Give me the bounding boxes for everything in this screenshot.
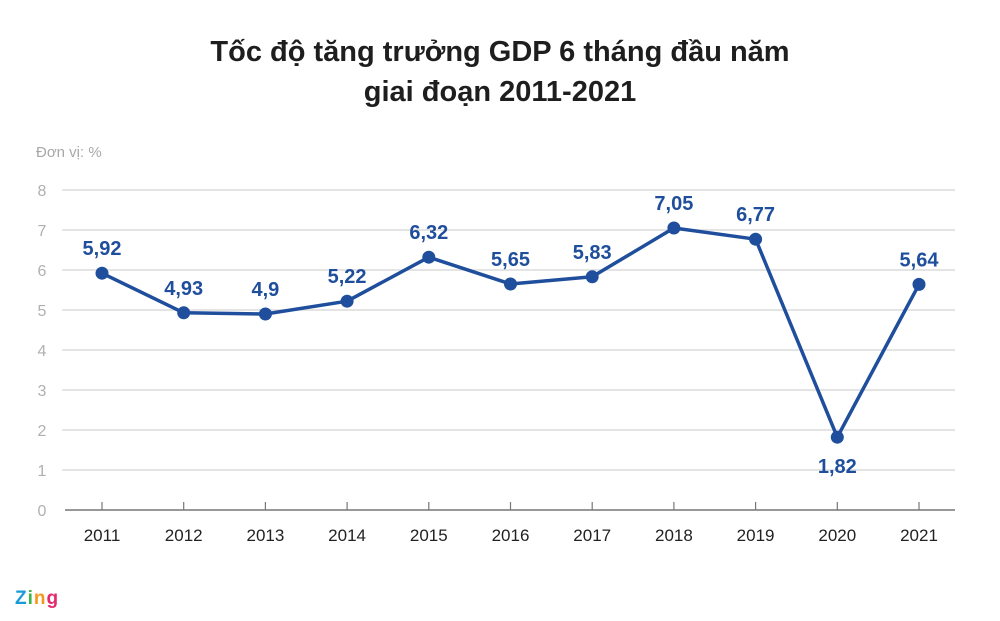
data-point bbox=[912, 277, 926, 291]
data-label: 5,64 bbox=[900, 249, 940, 271]
y-tick-label: 1 bbox=[38, 463, 47, 480]
data-label: 5,22 bbox=[328, 266, 367, 288]
y-tick-label: 0 bbox=[38, 503, 47, 520]
unit-label: Đơn vị: % bbox=[36, 144, 102, 161]
data-label: 5,83 bbox=[573, 242, 612, 264]
x-tick-label: 2018 bbox=[655, 526, 693, 545]
y-tick-label: 3 bbox=[38, 383, 47, 400]
x-tick-label: 2013 bbox=[246, 526, 284, 545]
data-point bbox=[177, 306, 191, 320]
data-point bbox=[422, 250, 436, 264]
x-tick-label: 2014 bbox=[328, 526, 366, 545]
zing-logo: Zing bbox=[15, 588, 59, 610]
x-tick-label: 2016 bbox=[492, 526, 530, 545]
data-label: 5,92 bbox=[83, 238, 122, 260]
title-line-2: giai đoạn 2011-2021 bbox=[363, 76, 637, 108]
data-point bbox=[504, 277, 517, 291]
data-point bbox=[749, 232, 763, 246]
y-tick-label: 7 bbox=[38, 223, 47, 240]
x-tick-label: 2011 bbox=[84, 526, 121, 545]
logo-letter: g bbox=[46, 588, 60, 609]
data-point bbox=[830, 430, 844, 444]
data-label: 6,77 bbox=[736, 204, 775, 226]
data-label: 7,05 bbox=[654, 193, 693, 215]
data-label: 1,82 bbox=[818, 456, 857, 478]
data-label: 6,32 bbox=[409, 222, 448, 244]
logo-letter: n bbox=[33, 588, 47, 609]
title-line-1: Tốc độ tăng trưởng GDP 6 tháng đầu năm bbox=[210, 36, 790, 68]
data-label: 4,93 bbox=[164, 278, 203, 300]
data-point bbox=[585, 270, 599, 284]
data-point bbox=[340, 294, 354, 308]
y-tick-label: 4 bbox=[38, 343, 47, 360]
x-tick-label: 2017 bbox=[573, 526, 611, 545]
y-tick-label: 5 bbox=[38, 303, 47, 320]
x-tick-label: 2021 bbox=[900, 526, 938, 545]
data-label: 4,9 bbox=[251, 279, 279, 301]
y-tick-label: 8 bbox=[38, 183, 47, 200]
x-tick-label: 2015 bbox=[410, 526, 448, 545]
x-tick-label: 2020 bbox=[818, 526, 856, 545]
y-tick-label: 6 bbox=[38, 263, 47, 280]
y-tick-label: 2 bbox=[38, 423, 47, 440]
chart-title: Tốc độ tăng trưởng GDP 6 tháng đầu năm g… bbox=[0, 32, 1000, 112]
data-point bbox=[95, 266, 109, 280]
logo-letter: i bbox=[27, 588, 34, 609]
logo-letter: Z bbox=[15, 588, 28, 609]
data-label: 5,65 bbox=[491, 249, 530, 271]
x-tick-label: 2019 bbox=[737, 526, 775, 545]
x-tick-label: 2012 bbox=[165, 526, 203, 545]
data-point bbox=[667, 221, 681, 235]
data-point bbox=[258, 307, 272, 321]
